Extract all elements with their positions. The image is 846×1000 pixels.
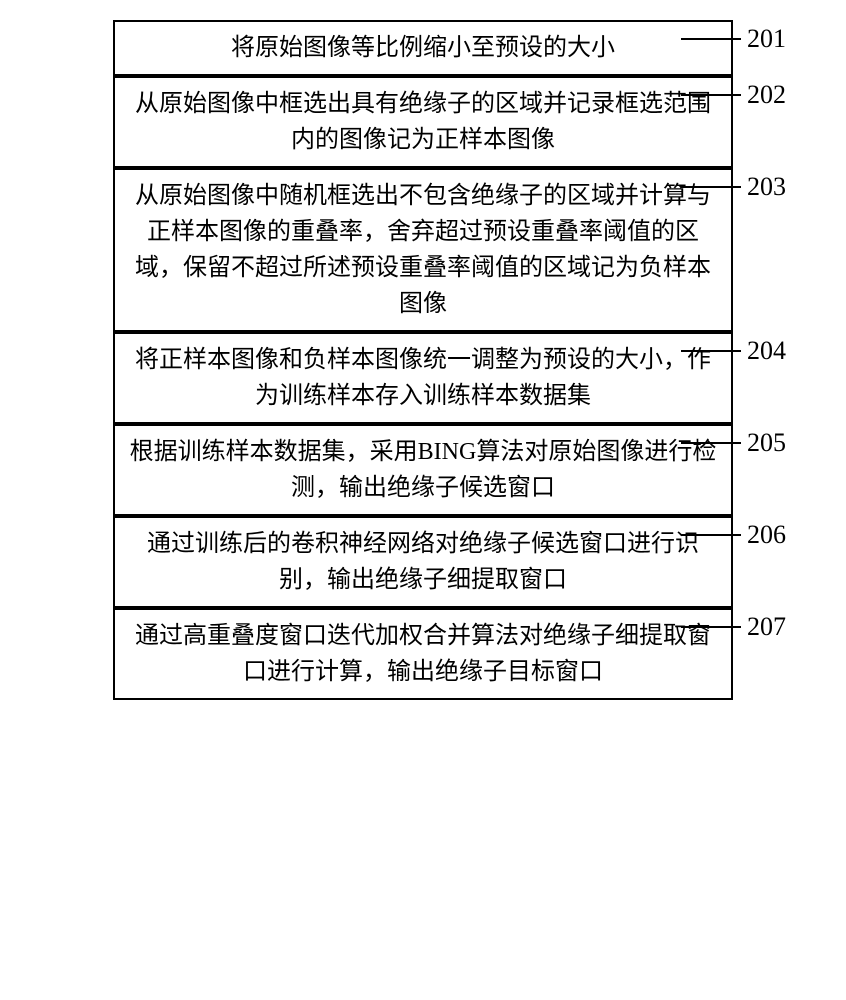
step-text: 将原始图像等比例缩小至预设的大小 <box>231 30 615 66</box>
connector-205: 205 <box>681 428 786 458</box>
step-row-205: 根据训练样本数据集，采用BING算法对原始图像进行检测，输出绝缘子候选窗口 20… <box>20 424 826 516</box>
step-label: 205 <box>741 428 786 458</box>
step-box-204: 将正样本图像和负样本图像统一调整为预设的大小，作为训练样本存入训练样本数据集 <box>113 332 733 424</box>
step-box-206: 通过训练后的卷积神经网络对绝缘子候选窗口进行识别，输出绝缘子细提取窗口 <box>113 516 733 608</box>
step-label: 203 <box>741 172 786 202</box>
connector-204: 204 <box>681 336 786 366</box>
step-row-204: 将正样本图像和负样本图像统一调整为预设的大小，作为训练样本存入训练样本数据集 2… <box>20 332 826 424</box>
connector-201: 201 <box>681 24 786 54</box>
connector-line <box>681 350 741 352</box>
step-text: 通过高重叠度窗口迭代加权合并算法对绝缘子细提取窗口进行计算，输出绝缘子目标窗口 <box>125 618 721 690</box>
step-text: 通过训练后的卷积神经网络对绝缘子候选窗口进行识别，输出绝缘子细提取窗口 <box>125 526 721 598</box>
connector-line <box>681 534 741 536</box>
step-row-202: 从原始图像中框选出具有绝缘子的区域并记录框选范围内的图像记为正样本图像 202 <box>20 76 826 168</box>
step-label: 204 <box>741 336 786 366</box>
step-row-203: 从原始图像中随机框选出不包含绝缘子的区域并计算与正样本图像的重叠率，舍弃超过预设… <box>20 168 826 332</box>
connector-line <box>681 94 741 96</box>
step-box-203: 从原始图像中随机框选出不包含绝缘子的区域并计算与正样本图像的重叠率，舍弃超过预设… <box>113 168 733 332</box>
flowchart-container: 将原始图像等比例缩小至预设的大小 201 从原始图像中框选出具有绝缘子的区域并记… <box>20 20 826 700</box>
step-text: 从原始图像中随机框选出不包含绝缘子的区域并计算与正样本图像的重叠率，舍弃超过预设… <box>125 178 721 322</box>
connector-line <box>681 442 741 444</box>
step-text: 将正样本图像和负样本图像统一调整为预设的大小，作为训练样本存入训练样本数据集 <box>125 342 721 414</box>
step-label: 207 <box>741 612 786 642</box>
step-box-201: 将原始图像等比例缩小至预设的大小 <box>113 20 733 76</box>
connector-line <box>681 626 741 628</box>
step-row-206: 通过训练后的卷积神经网络对绝缘子候选窗口进行识别，输出绝缘子细提取窗口 206 <box>20 516 826 608</box>
step-box-202: 从原始图像中框选出具有绝缘子的区域并记录框选范围内的图像记为正样本图像 <box>113 76 733 168</box>
step-box-205: 根据训练样本数据集，采用BING算法对原始图像进行检测，输出绝缘子候选窗口 <box>113 424 733 516</box>
step-label: 206 <box>741 520 786 550</box>
connector-206: 206 <box>681 520 786 550</box>
step-box-207: 通过高重叠度窗口迭代加权合并算法对绝缘子细提取窗口进行计算，输出绝缘子目标窗口 <box>113 608 733 700</box>
connector-line <box>681 186 741 188</box>
step-label: 201 <box>741 24 786 54</box>
step-text: 从原始图像中框选出具有绝缘子的区域并记录框选范围内的图像记为正样本图像 <box>125 86 721 158</box>
connector-202: 202 <box>681 80 786 110</box>
step-row-207: 通过高重叠度窗口迭代加权合并算法对绝缘子细提取窗口进行计算，输出绝缘子目标窗口 … <box>20 608 826 700</box>
connector-line <box>681 38 741 40</box>
connector-207: 207 <box>681 612 786 642</box>
step-label: 202 <box>741 80 786 110</box>
connector-203: 203 <box>681 172 786 202</box>
step-row-201: 将原始图像等比例缩小至预设的大小 201 <box>20 20 826 76</box>
step-text: 根据训练样本数据集，采用BING算法对原始图像进行检测，输出绝缘子候选窗口 <box>125 434 721 506</box>
